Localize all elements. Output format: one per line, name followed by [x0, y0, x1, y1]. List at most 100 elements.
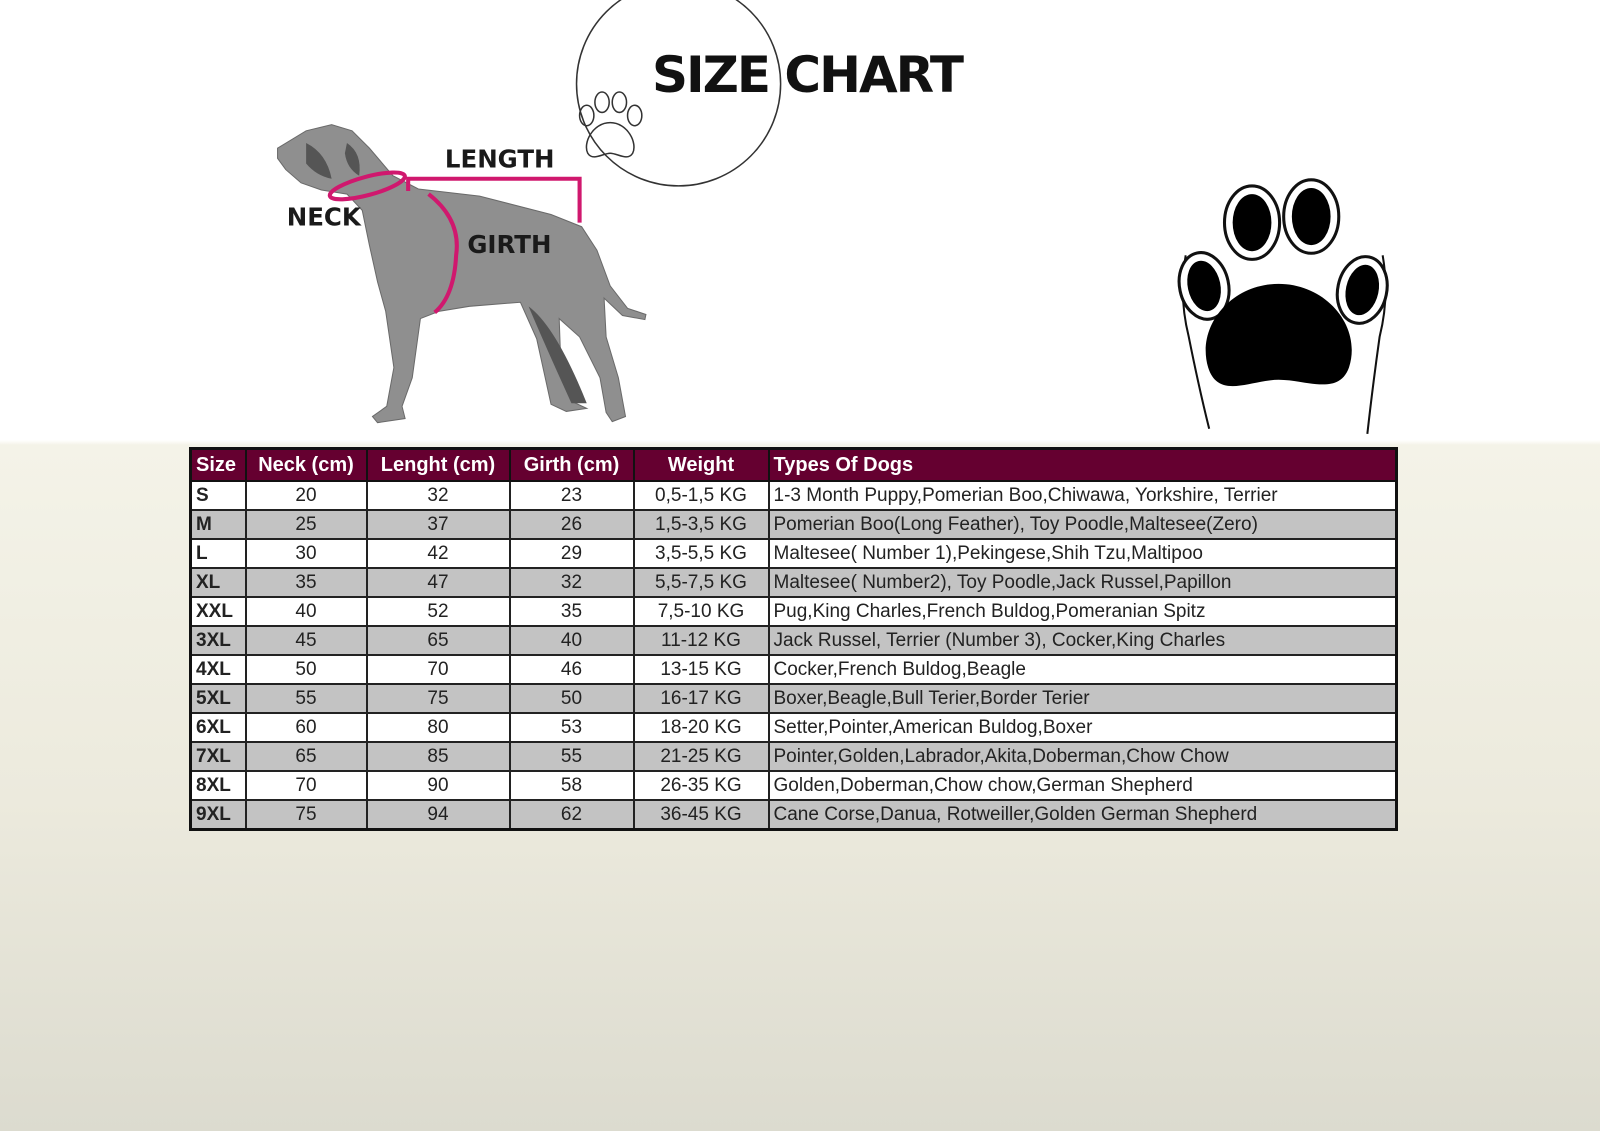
cell-girth: 58 [508, 770, 635, 801]
cell-size: 4XL [189, 654, 247, 685]
cell-girth: 40 [508, 625, 635, 656]
cell-length: 47 [365, 567, 511, 598]
cell-dog-types: Maltesee( Number2), Toy Poodle,Jack Russ… [767, 567, 1398, 598]
cell-girth: 46 [508, 654, 635, 685]
cell-neck: 35 [244, 567, 368, 598]
cell-weight: 26-35 KG [632, 770, 770, 801]
cell-size: XL [189, 567, 247, 598]
cell-weight: 18-20 KG [632, 712, 770, 743]
cell-neck: 25 [244, 509, 368, 540]
cell-weight: 36-45 KG [632, 799, 770, 831]
cell-weight: 21-25 KG [632, 741, 770, 772]
cell-girth: 29 [508, 538, 635, 569]
cell-dog-types: Cocker,French Buldog,Beagle [767, 654, 1398, 685]
table-row: 4XL 50 70 46 13-15 KG Cocker,French Buldog,Be… [189, 654, 1398, 685]
cell-weight: 3,5-5,5 KG [632, 538, 770, 569]
cell-size: 7XL [189, 741, 247, 772]
neck-label: NECK [287, 203, 362, 232]
table-row: M 25 37 26 1,5-3,5 KG Pomerian Boo(Long Feath… [189, 509, 1398, 540]
header-girth: Girth (cm) [508, 447, 635, 482]
cell-length: 85 [365, 741, 511, 772]
cell-neck: 70 [244, 770, 368, 801]
neck-measure-line [327, 170, 407, 202]
cell-dog-types: Golden,Doberman,Chow chow,German Shepher… [767, 770, 1398, 801]
cell-weight: 16-17 KG [632, 683, 770, 714]
cell-neck: 45 [244, 625, 368, 656]
cell-dog-types: Jack Russel, Terrier (Number 3), Cocker,… [767, 625, 1398, 656]
cell-girth: 55 [508, 741, 635, 772]
header-types-of-dogs: Types Of Dogs [767, 447, 1398, 482]
cell-weight: 0,5-1,5 KG [632, 480, 770, 511]
small-paw-icon [578, 91, 643, 158]
cell-size: L [189, 538, 247, 569]
cell-size: XXL [189, 596, 247, 627]
cell-length: 80 [365, 712, 511, 743]
cell-size: 9XL [189, 799, 247, 831]
girth-label: GIRTH [467, 230, 551, 259]
cell-length: 52 [365, 596, 511, 627]
table-row: 6XL 60 80 53 18-20 KG Setter,Pointer,American… [189, 712, 1398, 743]
cell-dog-types: Cane Corse,Danua, Rotweiller,Golden Germ… [767, 799, 1398, 831]
cell-length: 94 [365, 799, 511, 831]
cell-girth: 26 [508, 509, 635, 540]
cell-size: 8XL [189, 770, 247, 801]
cell-dog-types: Maltesee( Number 1),Pekingese,Shih Tzu,M… [767, 538, 1398, 569]
cell-weight: 11-12 KG [632, 625, 770, 656]
cell-neck: 65 [244, 741, 368, 772]
cell-size: S [189, 480, 247, 511]
cell-girth: 50 [508, 683, 635, 714]
cell-size: 6XL [189, 712, 247, 743]
size-chart-table: Size Neck (cm) Lenght (cm) Girth (cm) We… [189, 447, 1398, 831]
cell-length: 32 [365, 480, 511, 511]
cell-size: 3XL [189, 625, 247, 656]
cell-weight: 13-15 KG [632, 654, 770, 685]
cell-neck: 60 [244, 712, 368, 743]
cell-neck: 30 [244, 538, 368, 569]
girth-measure-line [427, 192, 459, 314]
table-row: 5XL 55 75 50 16-17 KG Boxer,Beagle,Bull Terie… [189, 683, 1398, 714]
cell-girth: 32 [508, 567, 635, 598]
dog-measurement-diagram: NECK LENGTH GIRTH [277, 124, 647, 424]
table-header-row: Size Neck (cm) Lenght (cm) Girth (cm) We… [189, 447, 1398, 482]
cell-length: 42 [365, 538, 511, 569]
cell-neck: 50 [244, 654, 368, 685]
table-row: 7XL 65 85 55 21-25 KG Pointer,Golden,Labrador… [189, 741, 1398, 772]
cell-length: 65 [365, 625, 511, 656]
cell-dog-types: Pointer,Golden,Labrador,Akita,Doberman,C… [767, 741, 1398, 772]
cell-weight: 5,5-7,5 KG [632, 567, 770, 598]
cell-length: 37 [365, 509, 511, 540]
cell-neck: 75 [244, 799, 368, 831]
table-row: 9XL 75 94 62 36-45 KG Cane Corse,Danua, Rotwe… [189, 799, 1398, 831]
table-row: 8XL 70 90 58 26-35 KG Golden,Doberman,Chow ch… [189, 770, 1398, 801]
cell-length: 70 [365, 654, 511, 685]
header-weight: Weight [632, 447, 770, 482]
cell-girth: 62 [508, 799, 635, 831]
page-title: SIZE CHART [652, 46, 964, 104]
cell-length: 90 [365, 770, 511, 801]
table-row: 3XL 45 65 40 11-12 KG Jack Russel, Terrier (N… [189, 625, 1398, 656]
table-row: XXL 40 52 35 7,5-10 KG Pug,King Charles,Frenc… [189, 596, 1398, 627]
cell-dog-types: Boxer,Beagle,Bull Terier,Border Terier [767, 683, 1398, 714]
cell-size: M [189, 509, 247, 540]
table-row: L 30 42 29 3,5-5,5 KG Maltesee( Number 1),Pek… [189, 538, 1398, 569]
length-measure-line [406, 176, 582, 223]
cell-dog-types: Setter,Pointer,American Buldog,Boxer [767, 712, 1398, 743]
header-size: Size [189, 447, 247, 482]
cell-neck: 40 [244, 596, 368, 627]
table-row: XL 35 47 32 5,5-7,5 KG Maltesee( Number2), To… [189, 567, 1398, 598]
cell-size: 5XL [189, 683, 247, 714]
cell-neck: 20 [244, 480, 368, 511]
header-neck: Neck (cm) [244, 447, 368, 482]
header-length: Lenght (cm) [365, 447, 511, 482]
cell-girth: 23 [508, 480, 635, 511]
cell-neck: 55 [244, 683, 368, 714]
cell-dog-types: Pug,King Charles,French Buldog,Pomerania… [767, 596, 1398, 627]
length-label: LENGTH [445, 145, 555, 174]
decorative-circle [575, 0, 782, 187]
cell-length: 75 [365, 683, 511, 714]
cell-girth: 35 [508, 596, 635, 627]
paw-print-icon [1177, 178, 1389, 434]
cell-dog-types: 1-3 Month Puppy,Pomerian Boo,Chiwawa, Yo… [767, 480, 1398, 511]
cell-girth: 53 [508, 712, 635, 743]
